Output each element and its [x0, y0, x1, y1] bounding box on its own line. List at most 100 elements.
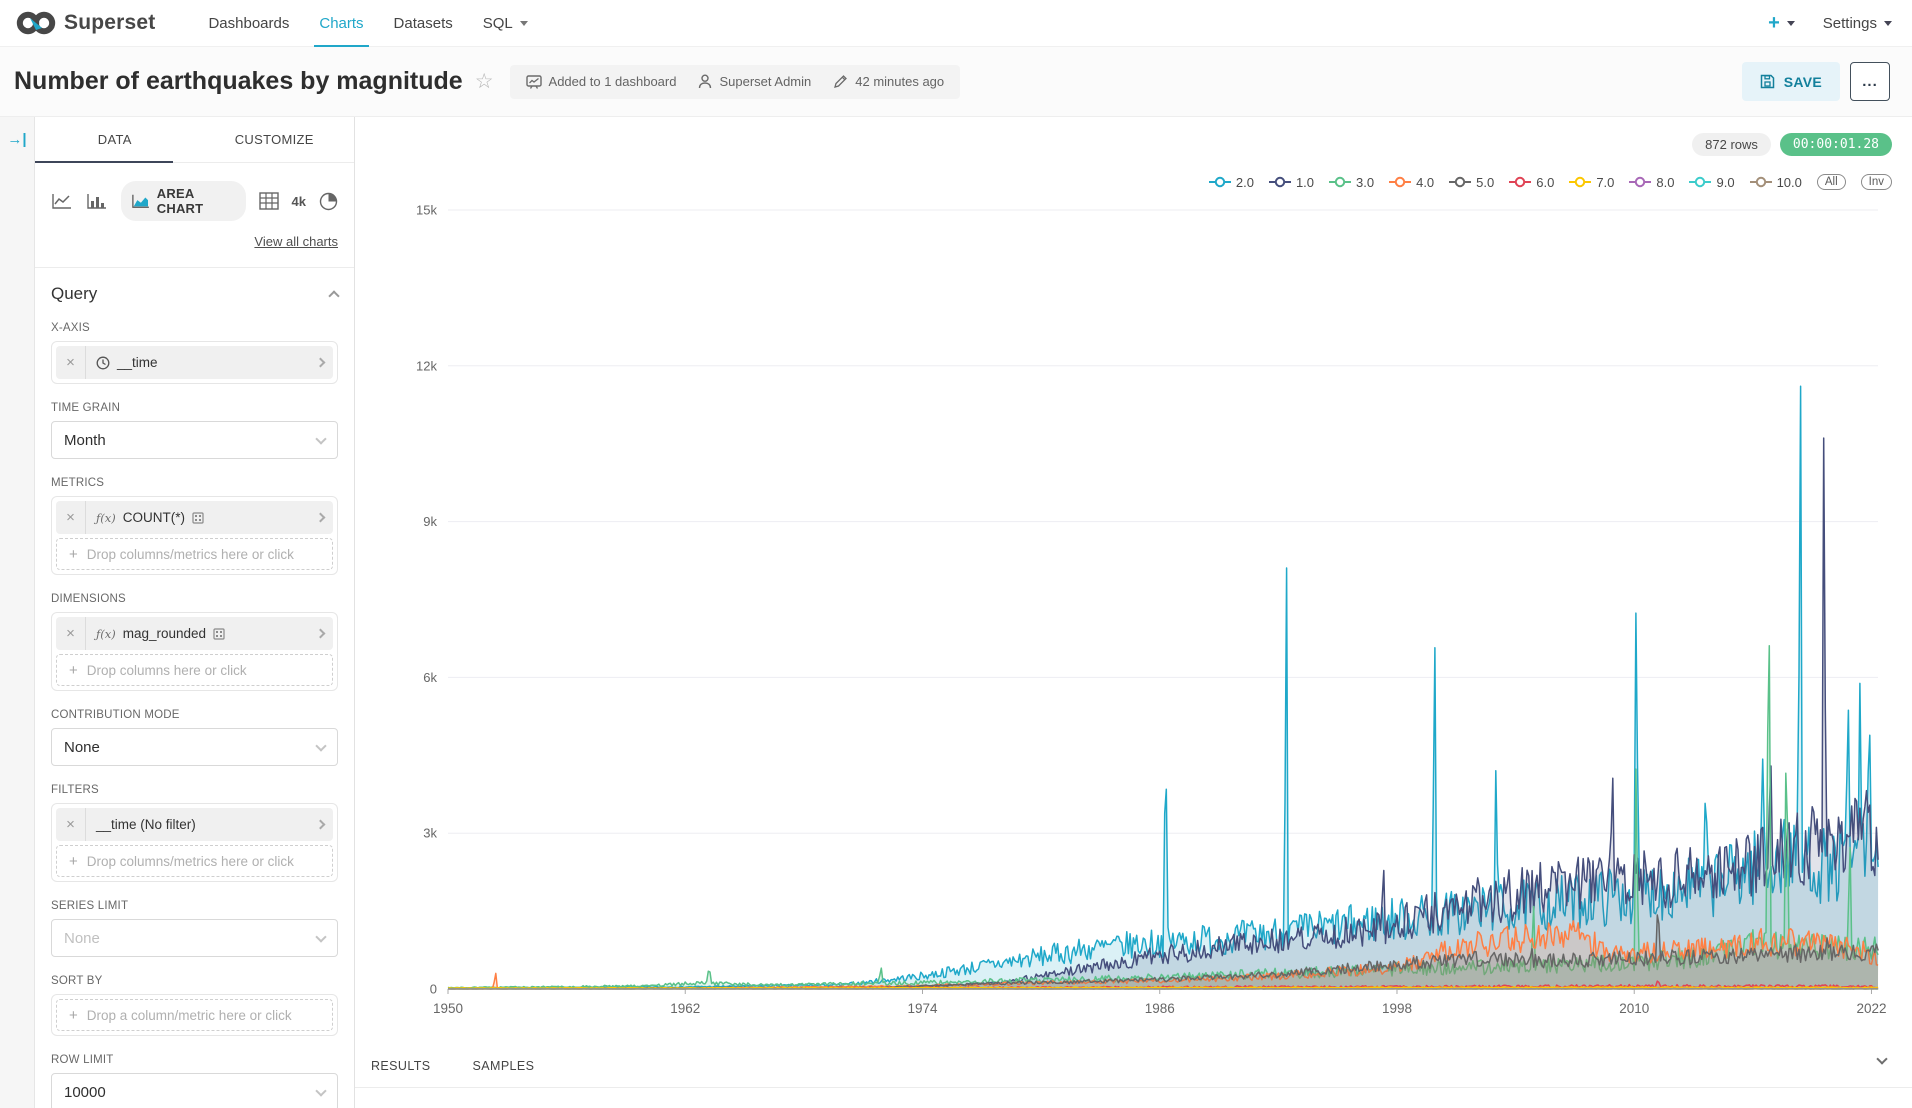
- tab-customize[interactable]: CUSTOMIZE: [234, 132, 314, 147]
- metrics-dropzone[interactable]: + Drop columns/metrics here or click: [56, 538, 333, 570]
- settings-caret-icon: [1884, 20, 1892, 26]
- favorite-star-icon[interactable]: ☆: [474, 70, 494, 93]
- metric-expand-icon[interactable]: [307, 512, 333, 523]
- results-panel: RESULTS SAMPLES: [355, 1047, 1912, 1088]
- time-grain-caret-icon: [315, 432, 327, 445]
- dashboard-icon: [525, 74, 542, 89]
- row-limit-label: ROW LIMIT: [51, 1054, 114, 1066]
- pie-chart-icon[interactable]: [319, 192, 338, 211]
- chart-header: Number of earthquakes by magnitude ☆ Add…: [0, 47, 1912, 117]
- dashboards-meta: Added to 1 dashboard: [525, 74, 676, 89]
- remove-filter-icon[interactable]: ×: [56, 808, 86, 841]
- chart-legend: 2.0 1.0 3.0 4.0 5.0 6.0 7.0 8.0 9.0 10.0 All Inv: [1208, 174, 1892, 190]
- legend-inv-button[interactable]: Inv: [1860, 174, 1892, 190]
- tab-results[interactable]: RESULTS: [371, 1059, 431, 1073]
- svg-text:15k: 15k: [416, 203, 437, 218]
- filters-control: × __time (No filter) + Drop columns/metr…: [51, 803, 338, 882]
- view-all-charts-link[interactable]: View all charts: [254, 234, 338, 249]
- legend-marker-icon: [1749, 176, 1772, 188]
- legend-label: 7.0: [1596, 174, 1615, 190]
- legend-marker-icon: [1629, 176, 1652, 188]
- time-grain-label: TIME GRAIN: [51, 402, 121, 414]
- metrics-label: METRICS: [51, 477, 105, 489]
- clock-icon: [96, 356, 110, 369]
- remove-metric-icon[interactable]: ×: [56, 501, 86, 534]
- legend-item-4.0[interactable]: 4.0: [1389, 175, 1434, 190]
- series-limit-select[interactable]: None: [51, 919, 338, 957]
- legend-item-9.0[interactable]: 9.0: [1689, 175, 1735, 190]
- time-grain-select[interactable]: Month: [51, 421, 338, 459]
- x-axis-control: × __time: [51, 341, 338, 384]
- viztype-4k[interactable]: 4k: [291, 193, 306, 209]
- area-chart-svg: 0 3k 6k 9k 12k 15k 1950 1962 1974 1986 1998 2010 202…: [416, 203, 1886, 1017]
- legend-all-button[interactable]: All: [1816, 174, 1846, 190]
- new-item-caret-icon: [1786, 20, 1795, 26]
- legend-marker-icon: [1268, 176, 1291, 188]
- legend-item-2.0[interactable]: 2.0: [1208, 174, 1254, 190]
- fx-icon: ƒ(x): [96, 510, 116, 525]
- area-chart-icon: [132, 194, 149, 208]
- svg-text:2022: 2022: [1856, 1001, 1886, 1016]
- filters-dropzone[interactable]: + Drop columns/metrics here or click: [56, 845, 333, 877]
- remove-dimension-icon[interactable]: ×: [56, 617, 86, 650]
- legend-label: 2.0: [1235, 174, 1254, 190]
- bar-chart-icon[interactable]: [86, 192, 108, 210]
- row-limit-select[interactable]: 10000: [51, 1073, 338, 1108]
- chart-area: 872 rows 00:00:01.28 2.0 1.0 3.0 4.0 5.0 6.0 7…: [355, 117, 1912, 1108]
- viztype-area-chart[interactable]: AREA CHART: [121, 181, 246, 221]
- user-icon: [699, 74, 712, 89]
- filter-expand-icon[interactable]: [307, 819, 333, 830]
- legend-label: 3.0: [1356, 174, 1375, 190]
- dimensions-dropzone[interactable]: + Drop columns here or click: [56, 654, 333, 686]
- line-chart-icon[interactable]: [51, 192, 73, 210]
- svg-text:2010: 2010: [1619, 1001, 1649, 1016]
- filter-value[interactable]: __time (No filter): [96, 817, 196, 832]
- legend-item-7.0[interactable]: 7.0: [1569, 175, 1614, 190]
- legend-item-5.0[interactable]: 5.0: [1449, 175, 1494, 190]
- contribution-mode-select[interactable]: None: [51, 728, 338, 766]
- svg-text:1962: 1962: [670, 1001, 700, 1016]
- legend-item-6.0[interactable]: 6.0: [1509, 175, 1554, 190]
- legend-label: 1.0: [1295, 174, 1315, 190]
- superset-logo[interactable]: Superset: [16, 0, 155, 46]
- brand-name: Superset: [64, 11, 156, 34]
- owner-meta: Superset Admin: [698, 74, 811, 89]
- save-button[interactable]: SAVE: [1741, 62, 1840, 101]
- nav-item-datasets[interactable]: Datasets: [393, 14, 453, 32]
- collapse-results-icon[interactable]: [1876, 1053, 1888, 1071]
- legend-item-8.0[interactable]: 8.0: [1629, 175, 1674, 190]
- dimension-value[interactable]: ƒ(x) mag_rounded: [86, 626, 307, 641]
- plus-icon: +: [69, 545, 78, 563]
- nav-item-charts[interactable]: Charts: [304, 0, 378, 47]
- remove-x-axis-icon[interactable]: ×: [56, 346, 86, 379]
- nav-item-sql[interactable]: SQL: [468, 0, 543, 46]
- infinity-logo-icon: [16, 11, 56, 35]
- sort-by-dropzone[interactable]: + Drop a column/metric here or click: [56, 999, 333, 1031]
- tab-data[interactable]: DATA: [35, 117, 195, 163]
- legend-item-10.0[interactable]: 10.0: [1749, 174, 1802, 190]
- metrics-control: × ƒ(x) COUNT(*) + Drop columns/metrics h…: [51, 496, 338, 575]
- save-disk-icon: [1760, 74, 1774, 89]
- query-section-title: Query: [51, 284, 98, 303]
- metric-value[interactable]: ƒ(x) COUNT(*): [86, 510, 307, 525]
- svg-text:3k: 3k: [423, 826, 437, 841]
- new-item-button[interactable]: +: [1768, 12, 1795, 35]
- nav-item-dashboards[interactable]: Dashboards: [208, 14, 290, 32]
- svg-text:6k: 6k: [423, 670, 437, 685]
- legend-label: 10.0: [1776, 174, 1802, 190]
- more-actions-button[interactable]: ...: [1850, 62, 1890, 101]
- x-axis-expand-icon[interactable]: [307, 357, 333, 368]
- legend-item-3.0[interactable]: 3.0: [1329, 175, 1374, 190]
- expand-panel-icon[interactable]: →|: [7, 131, 27, 148]
- tab-samples[interactable]: SAMPLES: [472, 1059, 535, 1073]
- last-edited-meta: 42 minutes ago: [833, 74, 944, 89]
- dimension-expand-icon[interactable]: [307, 628, 333, 639]
- dimensions-label: DIMENSIONS: [51, 593, 126, 605]
- table-chart-icon[interactable]: [258, 192, 279, 210]
- dimensions-control: × ƒ(x) mag_rounded + Drop columns here o…: [51, 612, 338, 691]
- settings-menu[interactable]: Settings: [1823, 15, 1892, 32]
- x-axis-value[interactable]: __time: [86, 355, 307, 370]
- legend-item-1.0[interactable]: 1.0: [1268, 174, 1315, 190]
- collapse-query-icon[interactable]: [328, 290, 340, 302]
- legend-label: 6.0: [1536, 174, 1555, 190]
